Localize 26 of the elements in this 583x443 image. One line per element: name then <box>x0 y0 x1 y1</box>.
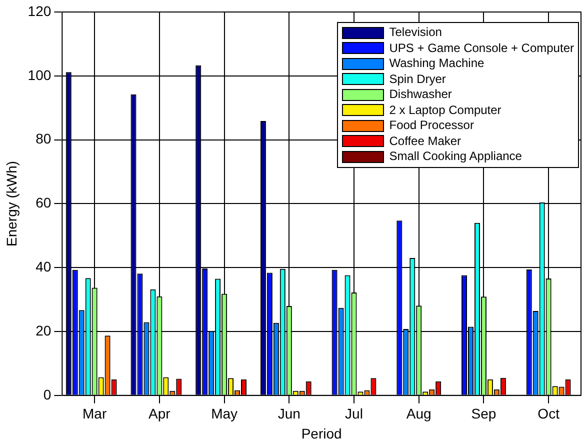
x-axis-title: Period <box>301 425 342 442</box>
y-tick-label: 100 <box>28 66 52 83</box>
y-tick-label: 120 <box>28 2 52 19</box>
legend-label: UPS + Game Console + Computer <box>389 40 574 56</box>
y-axis-title: Energy (kWh) <box>3 160 20 246</box>
legend-label: Television <box>389 25 442 40</box>
y-tick-label: 40 <box>36 258 52 274</box>
y-tick-label: 60 <box>36 194 52 211</box>
x-tick-label: Jun <box>278 406 300 422</box>
x-tick-label: Aug <box>406 406 432 422</box>
y-tick-label: 20 <box>36 322 52 338</box>
legend-label: 2 x Laptop Computer <box>389 102 502 118</box>
x-tick-label: Oct <box>538 406 560 422</box>
y-tick-label: 80 <box>36 130 52 147</box>
x-tick-label: Sep <box>471 406 496 422</box>
legend-label: Small Cooking Appliance <box>389 149 522 164</box>
legend-label: Spin Dryer <box>389 72 446 87</box>
x-tick-label: Mar <box>82 406 107 422</box>
legend-label: Washing Machine <box>389 56 484 72</box>
legend-label: Coffee Maker <box>389 134 462 149</box>
legend-label: Dishwasher <box>389 87 452 102</box>
y-tick-label: 0 <box>43 386 52 402</box>
x-tick-label: May <box>211 406 238 422</box>
x-tick-label: Apr <box>148 406 171 422</box>
x-tick-label: Jul <box>345 406 363 422</box>
legend-label: Food Processor <box>389 118 474 134</box>
